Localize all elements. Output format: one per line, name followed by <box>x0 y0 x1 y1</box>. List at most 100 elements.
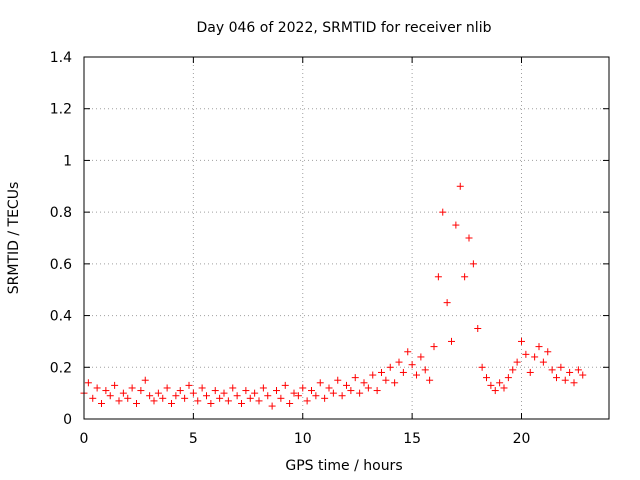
data-point <box>216 394 224 402</box>
grid-lines <box>84 57 609 419</box>
data-point <box>102 387 110 395</box>
y-tick-label: 0.6 <box>50 257 72 273</box>
y-tick-label: 0.4 <box>50 309 72 325</box>
x-tick-label: 10 <box>294 431 312 447</box>
data-point <box>356 389 364 397</box>
data-point <box>329 389 337 397</box>
data-point <box>513 358 521 366</box>
data-point <box>535 343 543 351</box>
data-point <box>544 348 552 356</box>
data-point <box>246 394 254 402</box>
data-point <box>84 379 92 387</box>
data-point <box>233 392 241 400</box>
data-point <box>242 387 250 395</box>
data-point <box>224 397 232 405</box>
data-point <box>343 381 350 389</box>
data-point <box>522 350 530 358</box>
data-point <box>255 397 263 405</box>
data-point <box>448 337 455 345</box>
data-point <box>172 392 180 400</box>
data-point <box>417 353 425 361</box>
data-point <box>443 299 451 307</box>
data-point <box>553 374 560 382</box>
plot-frame <box>83 56 610 420</box>
data-point <box>373 387 381 395</box>
data-point <box>491 387 499 395</box>
data-point <box>124 394 132 402</box>
data-point <box>238 399 245 407</box>
y-tick-label: 0 <box>63 412 72 428</box>
data-point <box>189 389 197 397</box>
data-point <box>504 374 512 382</box>
data-point <box>574 366 582 374</box>
data-point <box>290 389 298 397</box>
x-tick-label: 0 <box>80 431 89 447</box>
data-point <box>570 379 578 387</box>
data-point <box>106 392 114 400</box>
data-point <box>119 389 127 397</box>
x-axis-label: GPS time / hours <box>285 458 402 474</box>
axis-ticks <box>83 56 609 420</box>
data-point <box>281 381 289 389</box>
data-point <box>413 371 420 379</box>
data-point <box>277 394 285 402</box>
data-point <box>461 273 469 281</box>
data-point <box>404 348 412 356</box>
data-point <box>133 399 140 407</box>
data-point <box>456 182 464 190</box>
data-point <box>518 337 525 345</box>
data-point <box>579 371 587 379</box>
data-point <box>452 221 460 229</box>
data-point <box>150 397 158 405</box>
y-tick-label: 1 <box>63 153 72 169</box>
data-point <box>539 358 547 366</box>
data-point <box>299 384 307 392</box>
data-point <box>487 381 495 389</box>
data-point <box>369 371 377 379</box>
data-points <box>80 182 587 410</box>
data-point <box>347 387 355 395</box>
data-point <box>421 366 429 374</box>
data-point <box>316 379 324 387</box>
data-point <box>325 384 333 392</box>
data-point <box>557 363 565 371</box>
data-point <box>259 384 267 392</box>
y-tick-label: 1.4 <box>50 50 72 66</box>
data-point <box>364 384 372 392</box>
data-point <box>168 399 175 407</box>
data-point <box>163 384 171 392</box>
data-point <box>194 397 202 405</box>
data-point <box>351 374 359 382</box>
data-point <box>561 376 569 384</box>
data-point <box>128 384 136 392</box>
data-point <box>378 368 385 376</box>
y-tick-label: 1.2 <box>50 102 72 118</box>
data-point <box>399 368 407 376</box>
data-point <box>500 384 508 392</box>
data-point <box>115 397 123 405</box>
data-point <box>111 381 119 389</box>
data-point <box>251 389 259 397</box>
data-point <box>426 376 434 384</box>
data-point <box>566 368 574 376</box>
data-point <box>211 387 219 395</box>
data-point <box>509 366 517 374</box>
data-point <box>146 392 154 400</box>
data-point <box>360 379 368 387</box>
data-point <box>478 363 486 371</box>
data-point <box>264 392 272 400</box>
y-tick-label: 0.8 <box>50 205 72 221</box>
data-point <box>391 379 399 387</box>
data-point <box>273 387 280 395</box>
data-point <box>395 358 403 366</box>
data-point <box>321 394 329 402</box>
data-point <box>548 366 556 374</box>
data-point <box>308 387 315 395</box>
data-point <box>89 394 97 402</box>
data-point <box>334 376 342 384</box>
data-point <box>382 376 390 384</box>
data-point <box>474 325 482 332</box>
data-point <box>531 353 539 361</box>
data-point <box>185 381 193 389</box>
